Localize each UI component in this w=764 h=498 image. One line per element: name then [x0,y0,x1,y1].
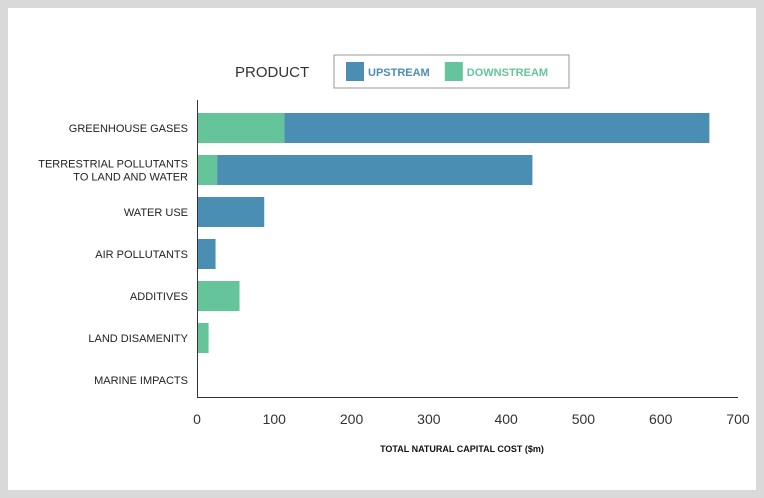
legend-title: PRODUCT [235,64,309,81]
bar-upstream-water-use [197,197,265,227]
category-label-terrestrial-pollutants-to-land-and-water: TERRESTRIAL POLLUTANTS TO LAND AND WATER [38,159,188,184]
legend-label-upstream: UPSTREAM [368,67,430,79]
category-label-additives: ADDITIVES [130,291,188,303]
legend-label-downstream: DOWNSTREAM [467,67,548,79]
x-axis-title: TOTAL NATURAL CAPITAL COST ($m) [380,444,544,454]
category-label-air-pollutants: AIR POLLUTANTS [95,249,188,261]
category-label-water-use: WATER USE [124,207,188,219]
bar-upstream-air-pollutants [197,239,216,269]
legend-swatch-downstream [444,62,463,81]
category-labels: GREENHOUSE GASES TERRESTRIAL POLLUTANTS TO… [38,123,188,387]
x-tick-label: 600 [649,411,673,427]
bar-upstream-greenhouse-gases [284,113,710,143]
category-label-marine-impacts: MARINE IMPACTS [94,375,188,387]
legend-swatch-upstream [346,62,364,81]
legend: UPSTREAM DOWNSTREAM [346,62,548,81]
chart-svg: PRODUCT UPSTREAM DOWNSTREAM GREENHOUSE GA… [38,54,750,454]
bar-downstream-greenhouse-gases [197,113,285,143]
bar-upstream-terrestrial-pollutants-to-land-and-water [217,155,533,185]
bars-group [197,113,710,353]
category-label-greenhouse-gases: GREENHOUSE GASES [69,123,188,135]
bar-downstream-additives [197,281,240,311]
x-tick-labels: 0 100 200 300 400 500 600 700 [193,411,750,427]
chart-frame: PRODUCT UPSTREAM DOWNSTREAM GREENHOUSE GA… [8,8,756,490]
legend-box [333,54,570,89]
bar-downstream-terrestrial-pollutants-to-land-and-water [197,155,218,185]
bar-downstream-land-disamenity [197,323,209,353]
category-label-land-disamenity: LAND DISAMENITY [88,333,188,345]
x-tick-label: 300 [417,411,441,427]
x-tick-label: 700 [726,411,750,427]
x-tick-label: 200 [340,411,364,427]
x-tick-label: 400 [494,411,518,427]
x-tick-label: 0 [193,411,201,427]
x-tick-label: 100 [263,411,287,427]
x-tick-label: 500 [572,411,596,427]
